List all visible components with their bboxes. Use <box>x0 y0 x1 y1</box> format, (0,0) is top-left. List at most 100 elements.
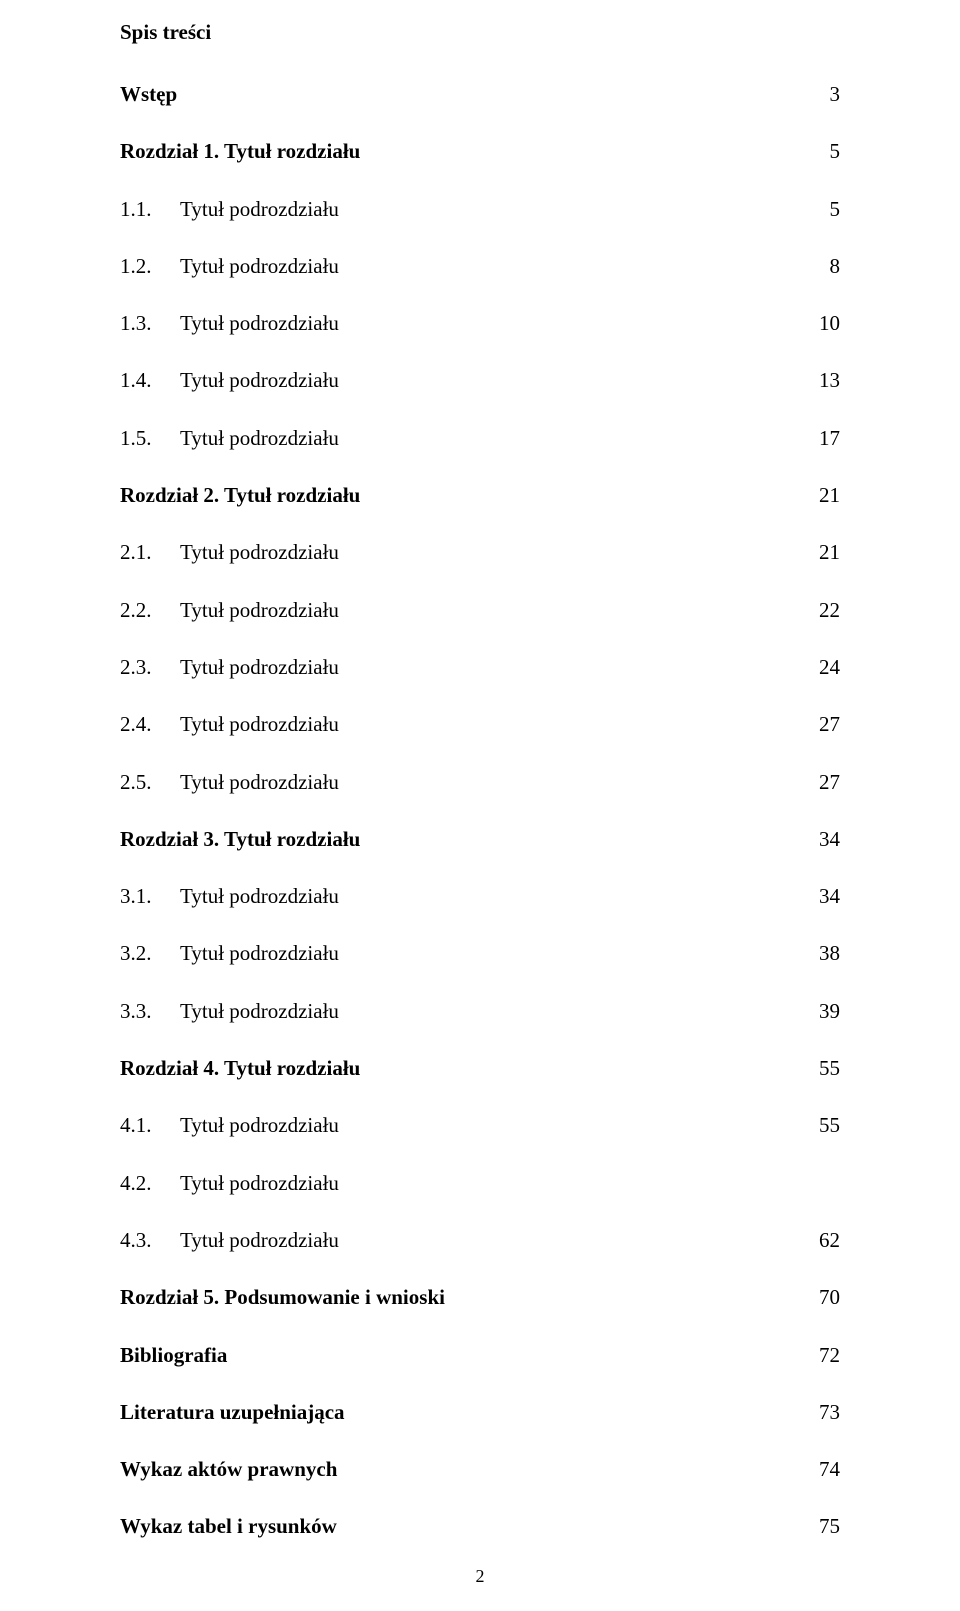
toc-entry-page: 13 <box>799 367 840 394</box>
toc-entry-number: 1.1. <box>120 196 180 223</box>
toc-entry-number: 2.3. <box>120 654 180 681</box>
toc-entry: 1.4.Tytuł podrozdziału 13 <box>120 367 840 394</box>
toc-entry-number: 3.3. <box>120 998 180 1025</box>
toc-entry-title: Tytuł podrozdziału <box>180 654 339 681</box>
toc-entry: 1.1.Tytuł podrozdziału5 <box>120 196 840 223</box>
document-page: Spis treści Wstęp 3 Rozdział 1. Tytuł rozd… <box>0 0 960 1611</box>
toc-entry-title: Tytuł podrozdziału <box>180 367 339 394</box>
toc-entry-page: 8 <box>810 253 841 280</box>
toc-entry-title: Literatura uzupełniająca <box>120 1399 345 1426</box>
toc-entry-title: Tytuł podrozdziału <box>180 769 339 796</box>
toc-entry: 2.5.Tytuł podrozdziału27 <box>120 769 840 796</box>
toc-entry-title: Tytuł podrozdziału <box>180 539 339 566</box>
toc-entry-label: Rozdział 3. Tytuł rozdziału <box>120 826 360 853</box>
toc-entry-title: Rozdział 4. Tytuł rozdziału <box>120 1055 360 1082</box>
toc-entry-label: 4.3.Tytuł podrozdziału <box>120 1227 339 1254</box>
toc-entry-number: 2.2. <box>120 597 180 624</box>
toc-entry-title: Bibliografia <box>120 1342 227 1369</box>
toc-entry-page: 10 <box>799 310 840 337</box>
toc-entry-label: 3.2.Tytuł podrozdziału <box>120 940 339 967</box>
toc-entry-number: 1.2. <box>120 253 180 280</box>
toc-entry: 1.5.Tytuł podrozdziału17 <box>120 425 840 452</box>
toc-entry-label: 1.5.Tytuł podrozdziału <box>120 425 339 452</box>
toc-entry-label: Literatura uzupełniająca <box>120 1399 345 1426</box>
toc-entry-label: Rozdział 4. Tytuł rozdziału <box>120 1055 360 1082</box>
toc-entry-label: 1.3.Tytuł podrozdziału <box>120 310 339 337</box>
toc-entry: 2.2.Tytuł podrozdziału 22 <box>120 597 840 624</box>
toc-entry-label: Wstęp <box>120 81 177 108</box>
toc-entry-number: 4.1. <box>120 1112 180 1139</box>
toc-entry-title: Tytuł podrozdziału <box>180 425 339 452</box>
toc-entry-label: 1.4.Tytuł podrozdziału <box>120 367 339 394</box>
toc-entry: 2.1.Tytuł podrozdziału 21 <box>120 539 840 566</box>
toc-entry: Rozdział 5. Podsumowanie i wnioski70 <box>120 1284 840 1311</box>
toc-entry: 3.3.Tytuł podrozdziału39 <box>120 998 840 1025</box>
toc-list: Wstęp3Rozdział 1. Tytuł rozdziału51.1.Ty… <box>120 81 840 1541</box>
toc-entry: 4.2.Tytuł podrozdziału <box>120 1170 840 1197</box>
toc-entry-label: 3.3.Tytuł podrozdziału <box>120 998 339 1025</box>
toc-entry-page: 27 <box>799 711 840 738</box>
toc-entry-number: 1.3. <box>120 310 180 337</box>
toc-entry: Wstęp 3 <box>120 81 840 108</box>
toc-entry-title: Tytuł podrozdziału <box>180 998 339 1025</box>
toc-entry-label: 2.2.Tytuł podrozdziału <box>120 597 339 624</box>
toc-entry-page: 5 <box>810 138 841 165</box>
toc-entry-title: Rozdział 1. Tytuł rozdziału <box>120 138 360 165</box>
toc-entry-page: 73 <box>799 1399 840 1426</box>
toc-entry-number: 1.4. <box>120 367 180 394</box>
toc-entry-page: 5 <box>810 196 841 223</box>
toc-entry-number: 2.5. <box>120 769 180 796</box>
toc-entry-title: Rozdział 5. Podsumowanie i wnioski <box>120 1284 445 1311</box>
toc-entry-page: 3 <box>810 81 841 108</box>
toc-entry: Rozdział 4. Tytuł rozdziału 55 <box>120 1055 840 1082</box>
toc-entry-number: 2.1. <box>120 539 180 566</box>
toc-entry-page: 62 <box>799 1227 840 1254</box>
toc-entry-title: Tytuł podrozdziału <box>180 883 339 910</box>
toc-entry-number: 4.2. <box>120 1170 180 1197</box>
toc-entry: Rozdział 2. Tytuł rozdziału 21 <box>120 482 840 509</box>
page-number: 2 <box>0 1566 960 1587</box>
toc-entry-title: Wykaz tabel i rysunków <box>120 1513 337 1540</box>
toc-entry-page: 72 <box>799 1342 840 1369</box>
toc-entry: Literatura uzupełniająca 73 <box>120 1399 840 1426</box>
toc-entry-page: 24 <box>799 654 840 681</box>
toc-entry: Wykaz tabel i rysunków75 <box>120 1513 840 1540</box>
toc-entry-number: 4.3. <box>120 1227 180 1254</box>
toc-entry: 1.3.Tytuł podrozdziału 10 <box>120 310 840 337</box>
toc-entry: 3.1.Tytuł podrozdziału34 <box>120 883 840 910</box>
toc-entry: Wykaz aktów prawnych74 <box>120 1456 840 1483</box>
toc-entry-number: 3.2. <box>120 940 180 967</box>
toc-entry-label: 2.1.Tytuł podrozdziału <box>120 539 339 566</box>
toc-heading: Spis treści <box>120 20 840 45</box>
toc-entry-title: Tytuł podrozdziału <box>180 253 339 280</box>
toc-entry-page: 34 <box>799 826 840 853</box>
toc-entry-label: Rozdział 5. Podsumowanie i wnioski <box>120 1284 445 1311</box>
toc-entry-title: Rozdział 2. Tytuł rozdziału <box>120 482 360 509</box>
toc-entry-title: Wstęp <box>120 81 177 108</box>
toc-entry: 3.2.Tytuł podrozdziału 38 <box>120 940 840 967</box>
toc-entry-label: 4.1.Tytuł podrozdziału <box>120 1112 339 1139</box>
toc-entry-label: Rozdział 1. Tytuł rozdziału <box>120 138 360 165</box>
toc-entry: 4.1.Tytuł podrozdziału 55 <box>120 1112 840 1139</box>
toc-entry-title: Rozdział 3. Tytuł rozdziału <box>120 826 360 853</box>
toc-entry-label: 1.2.Tytuł podrozdziału <box>120 253 339 280</box>
toc-entry-page: 21 <box>799 539 840 566</box>
toc-entry-number: 2.4. <box>120 711 180 738</box>
toc-entry: 1.2.Tytuł podrozdziału 8 <box>120 253 840 280</box>
toc-entry-label: 2.4.Tytuł podrozdziału <box>120 711 339 738</box>
toc-entry-page: 55 <box>799 1112 840 1139</box>
toc-entry-page: 55 <box>799 1055 840 1082</box>
toc-entry-title: Wykaz aktów prawnych <box>120 1456 337 1483</box>
toc-entry: 4.3.Tytuł podrozdziału 62 <box>120 1227 840 1254</box>
toc-entry-title: Tytuł podrozdziału <box>180 711 339 738</box>
toc-entry-page: 21 <box>799 482 840 509</box>
toc-entry-label: Wykaz aktów prawnych <box>120 1456 337 1483</box>
toc-entry-page: 22 <box>799 597 840 624</box>
toc-entry-title: Tytuł podrozdziału <box>180 1170 339 1197</box>
toc-entry-label: 3.1.Tytuł podrozdziału <box>120 883 339 910</box>
toc-entry-title: Tytuł podrozdziału <box>180 597 339 624</box>
toc-entry-page: 38 <box>799 940 840 967</box>
toc-entry-label: 2.3.Tytuł podrozdziału <box>120 654 339 681</box>
toc-entry-title: Tytuł podrozdziału <box>180 1112 339 1139</box>
toc-entry: 2.3.Tytuł podrozdziału 24 <box>120 654 840 681</box>
